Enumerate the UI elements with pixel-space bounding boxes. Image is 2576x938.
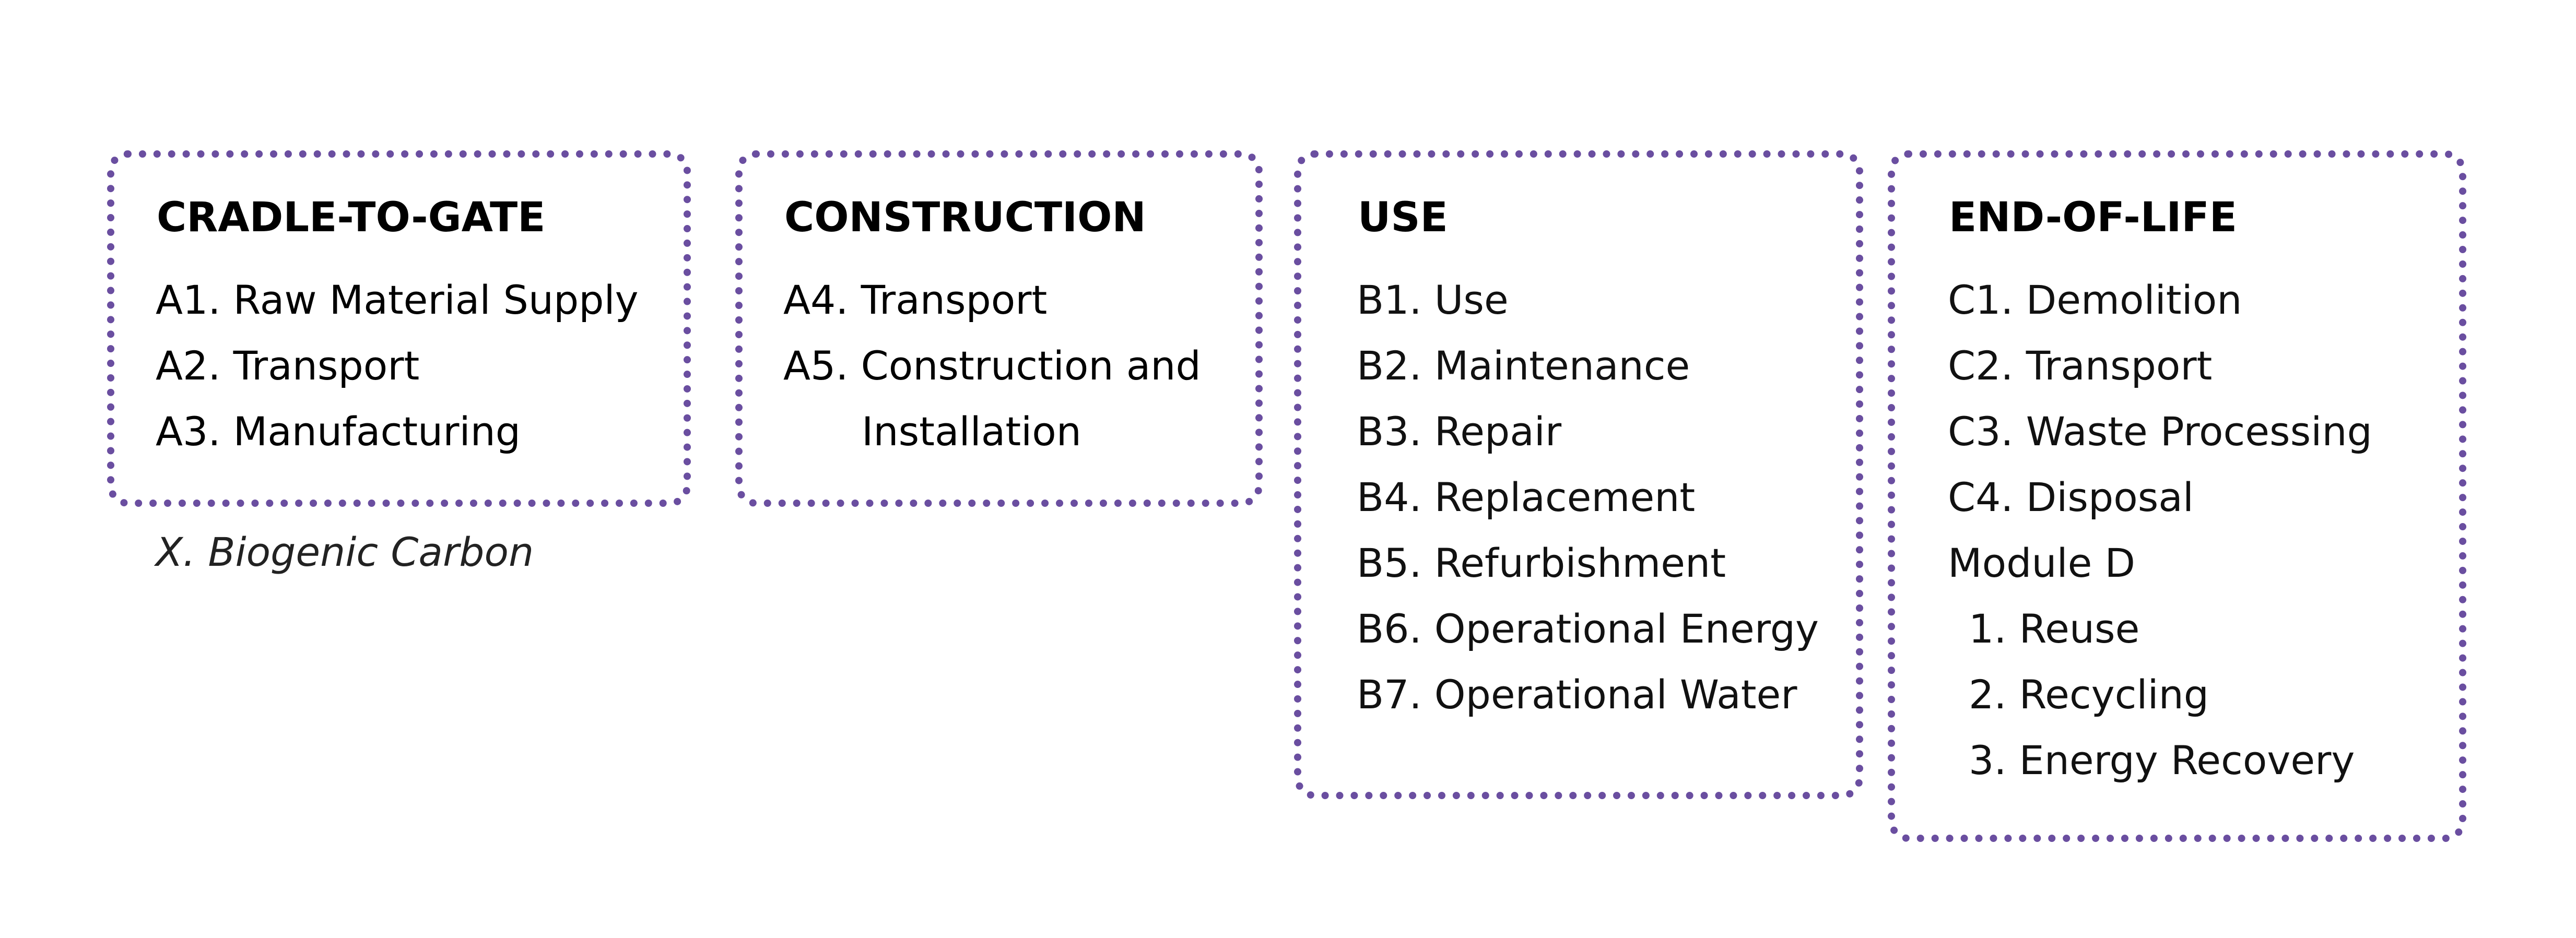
stage-item: B7. Operational Water [1357,671,1797,718]
stage-list-construction: A4. Transport A5. Construction and Insta… [783,267,1201,465]
stage-box-construction [735,150,1263,507]
stage-item: C3. Waste Processing [1948,408,2372,455]
stage-item: A4. Transport [783,277,1048,323]
stage-title-cradle-to-gate: CRADLE-TO-GATE [157,194,546,241]
stage-item: A3. Manufacturing [156,408,521,455]
stage-item: B6. Operational Energy [1357,605,1819,652]
stage-item: C4. Disposal [1948,474,2194,520]
stage-item: B1. Use [1357,277,1509,323]
stage-list-cradle-to-gate: A1. Raw Material Supply A2. Transport A3… [156,267,639,465]
stage-list-end-of-life: C1. Demolition C2. Transport C3. Waste P… [1948,267,2372,793]
stage-item: 1. Reuse [1969,605,2140,652]
stage-item: Installation [862,408,1081,455]
stage-item: B2. Maintenance [1357,342,1690,389]
stage-box-end-of-life [1888,150,2466,842]
stage-item: Module D [1948,540,2136,586]
stage-item: C1. Demolition [1948,277,2242,323]
stage-list-use: B1. Use B2. Maintenance B3. Repair B4. R… [1357,267,1819,728]
biogenic-carbon-note: X. Biogenic Carbon [156,529,534,575]
stage-item: B4. Replacement [1357,474,1696,520]
stage-item: A1. Raw Material Supply [156,277,639,323]
stage-item: A2. Transport [156,342,420,389]
stage-item: 2. Recycling [1969,671,2209,718]
stage-item: C2. Transport [1948,342,2213,389]
stage-item: B5. Refurbishment [1357,540,1726,586]
stage-box-cradle-to-gate [107,150,691,507]
stage-item: 3. Energy Recovery [1969,737,2355,783]
stage-item: B3. Repair [1357,408,1562,455]
stage-box-use [1294,150,1863,799]
stage-title-use: USE [1358,194,1448,241]
stage-title-end-of-life: END-OF-LIFE [1949,194,2237,241]
stage-title-construction: CONSTRUCTION [784,194,1146,241]
stage-item: A5. Construction and [783,342,1201,389]
